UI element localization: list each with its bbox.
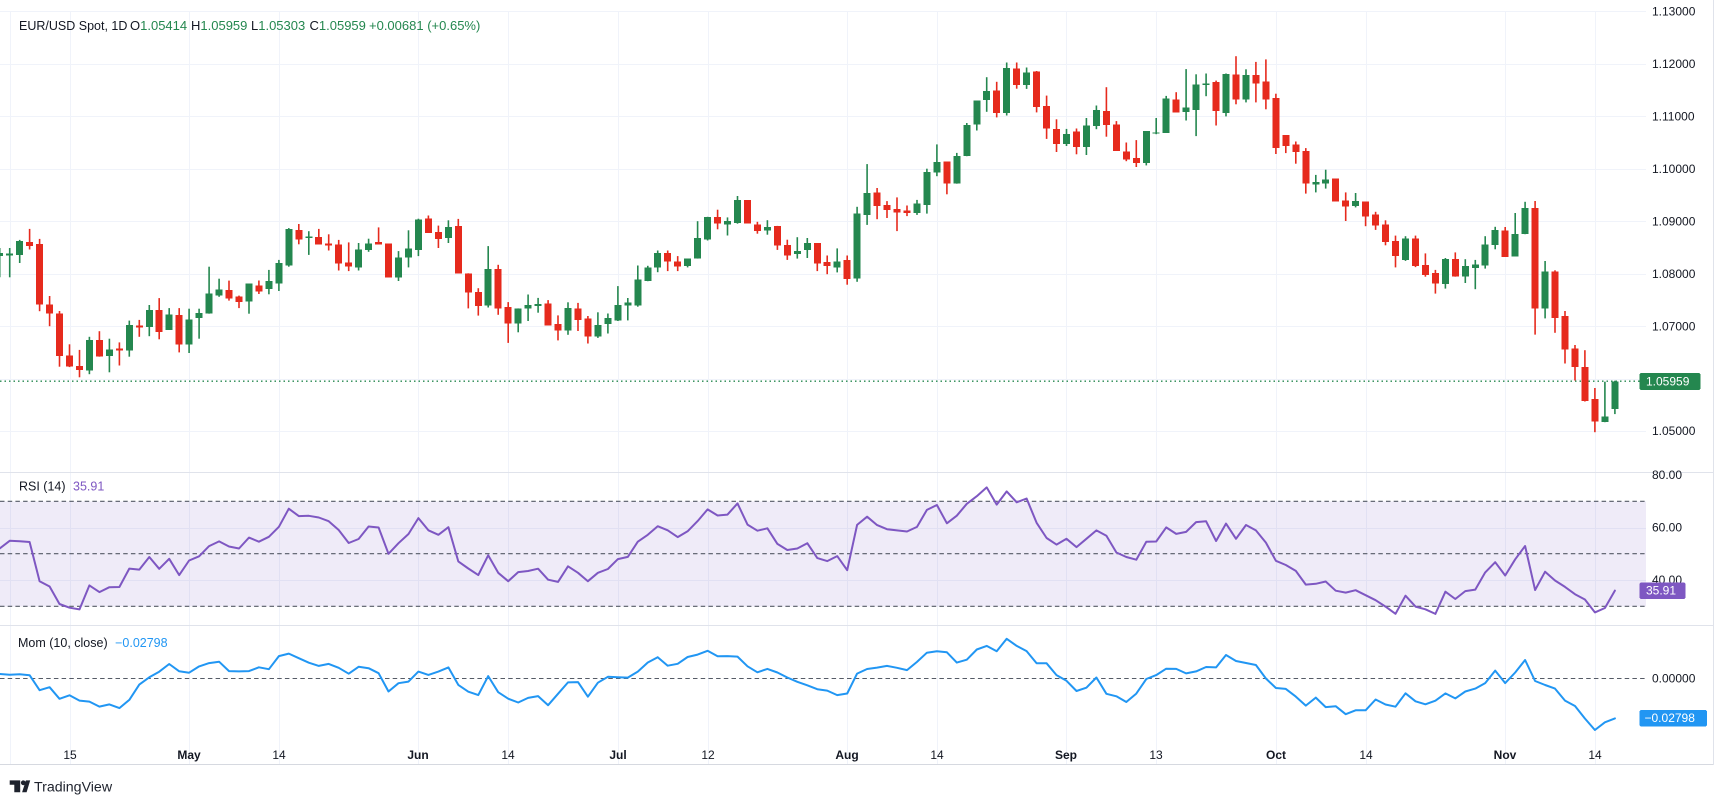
svg-text:0.00000: 0.00000 [1652,672,1696,686]
svg-text:35.91: 35.91 [1646,584,1676,598]
svg-text:14: 14 [1588,748,1602,762]
svg-text:1.10000: 1.10000 [1652,162,1696,176]
svg-text:O1.05414: O1.05414 [130,18,187,33]
svg-text:L1.05303: L1.05303 [251,18,305,33]
svg-text:May: May [177,748,201,762]
svg-text:Mom (10, close) −0.02798: Mom (10, close) −0.02798 [18,636,168,650]
svg-text:60.00: 60.00 [1652,521,1682,535]
svg-text:Aug: Aug [835,748,858,762]
svg-text:Jul: Jul [609,748,626,762]
svg-text:14: 14 [501,748,515,762]
svg-text:1.05000: 1.05000 [1652,424,1696,438]
svg-text:Sep: Sep [1055,748,1077,762]
svg-text:H1.05959: H1.05959 [191,18,247,33]
svg-text:1.09000: 1.09000 [1652,214,1696,228]
svg-text:EUR/USD Spot, 1D: EUR/USD Spot, 1D [19,19,127,33]
svg-text:1.12000: 1.12000 [1652,57,1696,71]
svg-text:1.11000: 1.11000 [1652,110,1695,124]
svg-text:C1.05959: C1.05959 [310,18,366,33]
svg-text:13: 13 [1149,748,1163,762]
svg-text:RSI (14) 35.91: RSI (14) 35.91 [19,480,104,494]
svg-text:TradingView: TradingView [34,780,113,796]
svg-text:1.05959: 1.05959 [1646,375,1690,389]
svg-text:Jun: Jun [407,748,428,762]
svg-text:1.08000: 1.08000 [1652,267,1696,281]
svg-text:Oct: Oct [1266,748,1286,762]
svg-text:14: 14 [272,748,286,762]
svg-text:14: 14 [930,748,944,762]
svg-text:1.13000: 1.13000 [1652,5,1696,19]
svg-text:12: 12 [701,748,715,762]
svg-text:15: 15 [63,748,77,762]
svg-text:Nov: Nov [1494,748,1517,762]
svg-text:1.07000: 1.07000 [1652,319,1696,333]
svg-text:14: 14 [1359,748,1373,762]
svg-text:−0.02798: −0.02798 [1645,711,1696,725]
svg-text:+0.00681 (+0.65%): +0.00681 (+0.65%) [369,18,480,33]
svg-text:80.00: 80.00 [1652,468,1682,482]
